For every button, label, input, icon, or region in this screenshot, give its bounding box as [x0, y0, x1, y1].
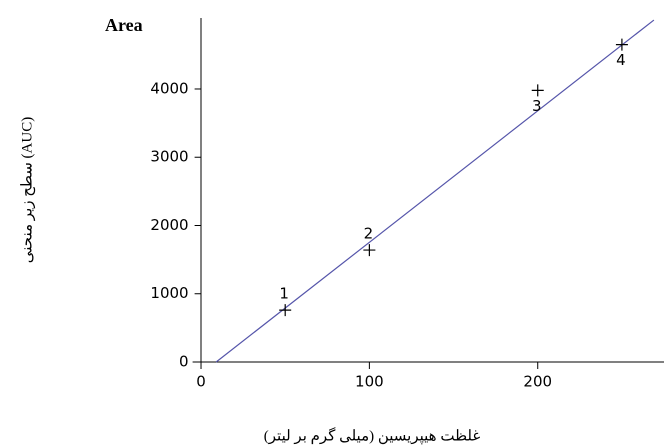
point-label: 3 [532, 97, 542, 115]
y-tick-label: 1000 [150, 284, 188, 302]
fit-line [215, 19, 655, 363]
data-point [363, 244, 376, 257]
y-tick-label: 4000 [150, 79, 188, 97]
point-label: 1 [279, 285, 289, 303]
axis-title: Area [105, 15, 143, 35]
point-label: 4 [616, 51, 626, 69]
x-axis-label: غلظت هیپریسین (میلی گرم بر لیتر) [264, 426, 481, 444]
y-tick-label: 2000 [150, 216, 188, 234]
point-label: 2 [364, 225, 374, 243]
y-axis-label: سطح زیر منحنی (AUC) [19, 117, 35, 263]
x-tick-label: 200 [523, 373, 552, 391]
y-tick-label: 3000 [150, 148, 188, 166]
data-point [615, 38, 628, 51]
data-point [279, 304, 292, 317]
y-tick-label: 0 [179, 353, 189, 371]
x-tick-label: 0 [196, 373, 206, 391]
data-point [531, 84, 544, 97]
x-tick-label: 100 [355, 373, 384, 391]
